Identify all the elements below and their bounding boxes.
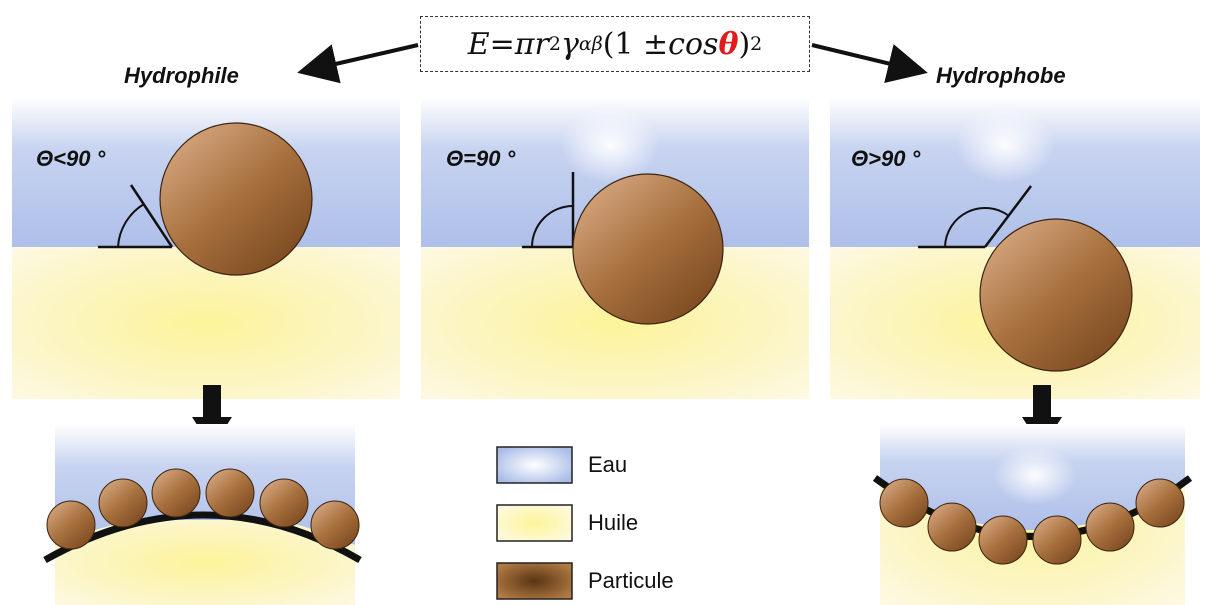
particle [259, 478, 309, 528]
legend-swatch-water [496, 446, 573, 484]
theta-symbol: θ [718, 26, 739, 62]
legend-swatch-oil [496, 504, 573, 542]
particle [978, 515, 1028, 565]
emulsion-hydrophile [43, 424, 362, 605]
angle-label-middle: Θ=90 ° [446, 146, 516, 171]
particle [879, 478, 929, 528]
legend-label-particle: Particule [588, 568, 674, 593]
particle [979, 218, 1133, 372]
label-hydrophobe: Hydrophobe [936, 63, 1066, 88]
emulsion-hydrophobe [872, 424, 1193, 605]
particle [927, 502, 977, 552]
particle [1032, 515, 1082, 565]
angle-label-left: Θ<90 ° [36, 146, 106, 171]
particle [572, 173, 724, 325]
legend-label-oil: Huile [588, 510, 639, 535]
legend-label-water: Eau [588, 452, 628, 477]
particle [151, 468, 201, 518]
energy-formula: E = π r 2 γ αβ (1 ± cos θ) 2 [420, 16, 810, 72]
label-hydrophile: Hydrophile [124, 63, 239, 88]
particle [205, 468, 255, 518]
particle [310, 500, 360, 550]
particle [98, 478, 148, 528]
angle-label-right: Θ>90 ° [851, 146, 921, 171]
arrow-to-hydrophobe [811, 43, 928, 83]
particle [1135, 478, 1185, 528]
panel-neutral [421, 97, 809, 399]
panel-hydrophobe [830, 97, 1200, 399]
particle [46, 500, 96, 550]
legend-swatch-particle [496, 562, 573, 600]
panel-hydrophile [12, 97, 400, 399]
particle [159, 122, 313, 276]
particle [1085, 502, 1135, 552]
arrow-to-hydrophile [297, 43, 419, 84]
